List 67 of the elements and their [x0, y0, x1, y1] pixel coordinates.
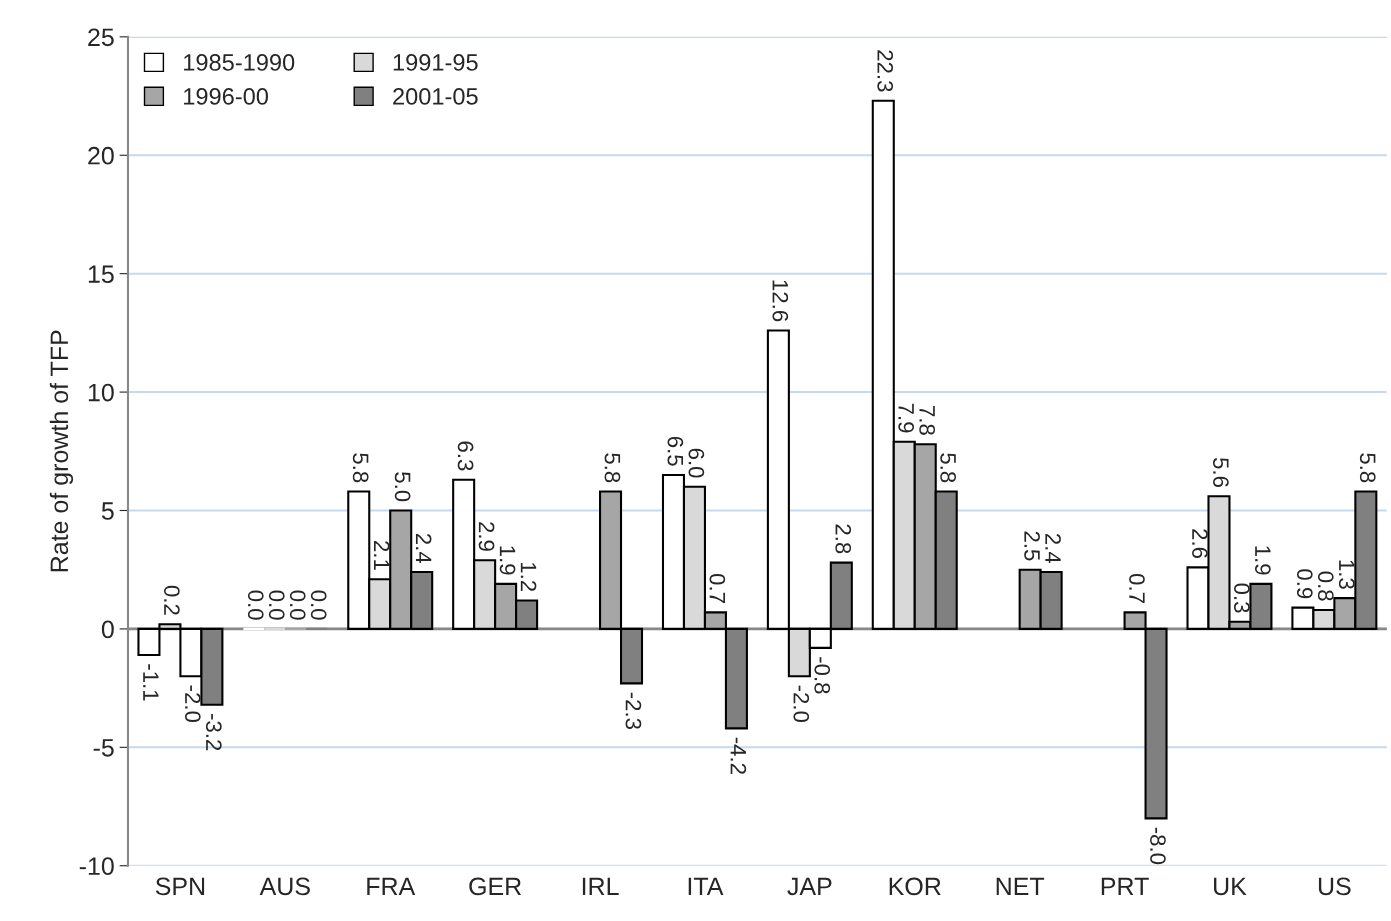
- data-label: 2.8: [835, 524, 852, 554]
- data-label: 12.6: [772, 280, 789, 322]
- x-tick-label: ITA: [688, 877, 724, 895]
- x-tick-label: KOR: [889, 877, 941, 896]
- legend-label: 1991-95: [393, 54, 478, 71]
- data-label: -8.0: [1150, 827, 1166, 865]
- data-label: 0.2: [163, 585, 180, 615]
- data-label: 2.4: [415, 533, 432, 564]
- x-tick-label: US: [1318, 877, 1351, 896]
- y-tick-label: 10: [88, 383, 114, 402]
- y-tick-label: 25: [88, 28, 114, 47]
- data-label: 5.8: [604, 453, 621, 483]
- data-label: 2.9: [478, 522, 495, 551]
- data-label: 2.1: [374, 541, 390, 570]
- data-label: 2.4: [1045, 533, 1061, 564]
- data-label: 5.8: [352, 453, 369, 483]
- data-label: 5.8: [940, 453, 956, 483]
- y-tick-label: -10: [79, 857, 114, 876]
- x-tick-label: GER: [469, 877, 522, 896]
- data-label: 0.8: [1317, 571, 1334, 601]
- data-label: 1.9: [499, 546, 516, 575]
- data-label: 0.3: [1234, 583, 1250, 613]
- data-label: 1.2: [520, 562, 537, 592]
- data-label: 7.9: [898, 403, 915, 433]
- x-tick-label: NET: [996, 877, 1045, 895]
- x-tick-label: FRA: [367, 877, 416, 895]
- x-tick-label: SPN: [155, 877, 205, 896]
- x-tick-label: JAP: [787, 877, 832, 896]
- data-label: -1.1: [143, 664, 159, 701]
- y-axis-title: Rate of growth of TFP: [49, 330, 74, 572]
- data-label: 5.6: [1213, 457, 1229, 487]
- legend-label: 1985-1990: [184, 54, 295, 71]
- y-tick-label: 0: [101, 620, 114, 639]
- y-tick-label: 5: [101, 502, 114, 520]
- x-tick-label: AUS: [259, 877, 310, 896]
- data-label: 1.3: [1338, 560, 1355, 589]
- data-label: 6.5: [667, 436, 684, 466]
- data-label: 0.7: [1129, 573, 1145, 603]
- data-label: -2.3: [625, 692, 642, 730]
- data-label: -2.0: [184, 685, 201, 723]
- y-tick-label: -5: [93, 739, 114, 757]
- legend-label: 2001-05: [393, 88, 478, 105]
- data-label: -3.2: [205, 714, 222, 751]
- data-label: 0.7: [709, 573, 726, 603]
- data-label: 2.6: [1192, 529, 1208, 559]
- data-label: 0.0: [268, 590, 285, 620]
- data-label: 7.8: [919, 406, 936, 435]
- legend-label: 1996-00: [184, 88, 268, 105]
- data-label: 2.5: [1024, 531, 1040, 561]
- data-label: 22.3: [877, 50, 894, 92]
- data-label: 0.0: [310, 590, 327, 620]
- data-label: -0.8: [814, 657, 831, 694]
- data-label: -2.0: [793, 685, 810, 723]
- x-tick-label: IRL: [582, 877, 619, 895]
- x-tick-label: PRT: [1101, 877, 1149, 895]
- data-label: 0.9: [1296, 569, 1313, 599]
- y-tick-label: 15: [88, 265, 114, 283]
- data-label: 5.8: [1359, 453, 1376, 483]
- data-label: 6.3: [457, 441, 474, 471]
- data-label: 0.0: [247, 590, 264, 620]
- data-label: 6.0: [688, 448, 705, 478]
- data-label: -4.2: [730, 737, 747, 774]
- data-label: 0.0: [289, 590, 306, 620]
- y-tick-label: 20: [88, 146, 114, 165]
- data-label: 1.9: [1254, 546, 1271, 575]
- data-label: 5.0: [394, 472, 411, 502]
- x-tick-label: UK: [1214, 877, 1247, 896]
